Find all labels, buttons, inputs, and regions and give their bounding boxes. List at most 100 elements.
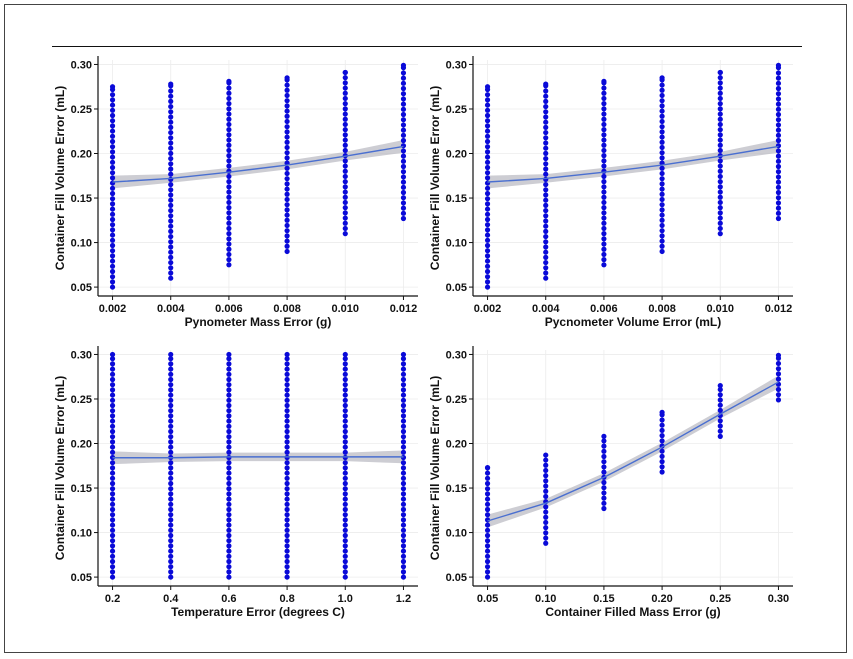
data-point xyxy=(400,351,407,358)
data-point xyxy=(109,371,116,377)
data-point xyxy=(400,558,407,565)
data-point xyxy=(168,187,174,193)
data-point xyxy=(601,215,607,221)
data-point xyxy=(284,233,290,239)
data-point xyxy=(543,197,549,203)
data-point xyxy=(717,397,723,403)
data-point xyxy=(168,439,174,445)
point-column xyxy=(284,351,290,580)
data-point xyxy=(775,111,782,118)
data-point xyxy=(168,569,174,575)
data-point xyxy=(400,163,407,170)
data-point xyxy=(775,106,782,112)
data-point xyxy=(342,413,348,419)
data-point xyxy=(284,439,290,445)
data-point xyxy=(543,467,549,474)
data-point xyxy=(284,108,290,114)
data-point xyxy=(717,111,723,117)
x-tick-label: 0.002 xyxy=(99,303,127,315)
y-axis-label: Container Fill Volume Error (mL) xyxy=(53,376,67,560)
data-point xyxy=(109,382,116,388)
data-point xyxy=(168,218,174,224)
data-point xyxy=(168,449,174,455)
data-point xyxy=(601,142,607,148)
data-point xyxy=(226,257,232,263)
data-point xyxy=(342,558,348,565)
data-point xyxy=(168,129,174,136)
data-point xyxy=(400,111,407,118)
data-point xyxy=(484,222,491,228)
data-point xyxy=(226,423,232,429)
data-point xyxy=(659,134,665,140)
data-point xyxy=(659,438,665,444)
data-point xyxy=(342,423,348,429)
data-point xyxy=(717,220,723,226)
fit-line xyxy=(112,145,404,183)
data-point xyxy=(601,262,607,268)
data-point xyxy=(226,95,232,102)
data-point xyxy=(226,179,232,185)
x-tick-label: 0.012 xyxy=(765,303,793,315)
data-point xyxy=(109,154,116,160)
data-point xyxy=(168,522,174,528)
data-point xyxy=(109,527,116,533)
data-point xyxy=(109,123,116,129)
data-point xyxy=(226,465,232,471)
data-point xyxy=(717,158,723,164)
y-axis-label: Container Fill Volume Error (mL) xyxy=(428,86,442,270)
data-point xyxy=(168,475,174,481)
data-point xyxy=(717,184,723,190)
data-point xyxy=(484,102,491,108)
data-point xyxy=(400,122,407,128)
data-point xyxy=(342,147,348,154)
point-column xyxy=(601,433,607,512)
data-point xyxy=(109,242,116,249)
data-point xyxy=(400,184,407,190)
data-point xyxy=(284,512,290,518)
data-point xyxy=(659,181,665,187)
data-point xyxy=(226,158,232,164)
panel-1-plot xyxy=(94,56,418,300)
data-point xyxy=(109,387,116,393)
data-point xyxy=(484,196,491,202)
data-point xyxy=(484,548,491,554)
data-point xyxy=(226,147,232,154)
data-point xyxy=(284,449,290,455)
data-point xyxy=(226,397,232,403)
data-point xyxy=(226,225,232,232)
data-point xyxy=(659,124,665,130)
data-point xyxy=(543,213,549,219)
data-point xyxy=(775,132,782,138)
data-point xyxy=(659,129,665,135)
data-point xyxy=(168,402,174,409)
data-point xyxy=(342,158,348,164)
data-point xyxy=(168,254,174,260)
data-point xyxy=(168,81,174,87)
data-point xyxy=(226,351,232,358)
data-point xyxy=(342,163,348,169)
data-point xyxy=(284,475,290,481)
data-point xyxy=(342,501,348,507)
data-point xyxy=(109,175,116,181)
panel-3-x-ticks: 0.2 0.4 0.6 0.8 1.0 1.2 xyxy=(105,593,411,605)
top-rule xyxy=(52,46,802,47)
data-point xyxy=(342,101,348,107)
data-point xyxy=(659,453,665,460)
data-point xyxy=(342,491,348,497)
data-point xyxy=(284,465,290,471)
data-point xyxy=(400,460,407,466)
data-point xyxy=(284,408,290,414)
data-point xyxy=(226,121,232,128)
data-point xyxy=(717,127,723,133)
data-point xyxy=(543,244,549,250)
data-point xyxy=(543,171,549,177)
data-point xyxy=(109,258,116,264)
data-point xyxy=(543,249,549,255)
data-point xyxy=(226,356,232,362)
data-point xyxy=(484,201,491,207)
data-point xyxy=(400,195,407,201)
data-point xyxy=(342,475,348,481)
data-point xyxy=(601,225,607,232)
data-point xyxy=(168,140,174,146)
data-point xyxy=(109,558,116,565)
